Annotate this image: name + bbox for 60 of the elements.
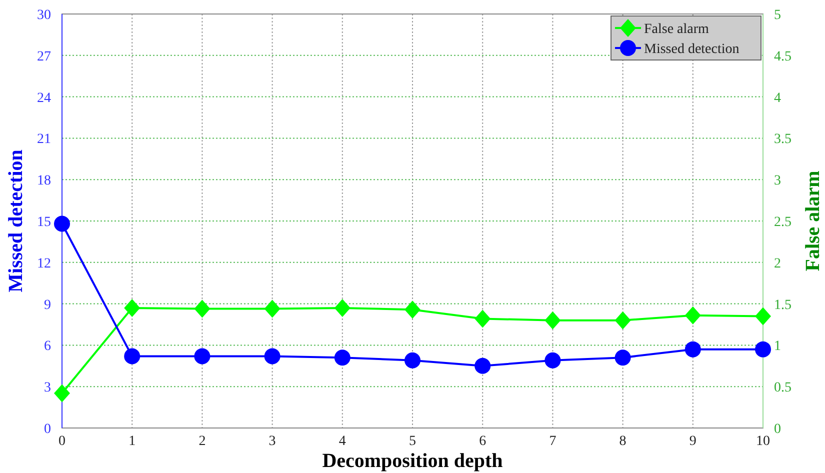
point [544,311,561,330]
y-tick-label: 27 [37,49,51,64]
point [544,352,561,368]
point [54,216,70,232]
point [614,311,631,330]
point [684,306,701,324]
point [755,341,771,358]
point [474,310,491,328]
y2-tick-label: 4 [774,90,781,106]
x-tick-label: 3 [268,434,276,449]
point [404,352,420,368]
point [264,300,280,318]
y-tick-label: 6 [44,339,51,354]
y-tick-label: 24 [37,90,51,106]
y2-tick-label: 2 [774,256,781,272]
point [194,348,210,364]
x-tick-label: 9 [689,434,696,449]
y2-axis-title: False alarm [802,170,824,272]
y-axis-title: Missed detection [5,150,27,292]
point [54,384,70,402]
y2-tick-label: 3 [774,174,781,189]
y2-tick-label: 0 [774,422,781,437]
x-tick-label: 6 [479,434,486,449]
x-axis-title: Decomposition depth [322,450,503,472]
legend-label: Missed detection [644,42,740,57]
y2-tick-label: 2.5 [774,215,792,230]
x-tick-label: 8 [619,434,626,449]
y-tick-label: 15 [37,215,51,230]
x-tick-label: 10 [756,434,770,449]
x-tick-label: 0 [58,434,66,449]
legend-label: False alarm [644,22,710,37]
y-tick-label: 18 [37,174,51,189]
x-tick-label: 4 [338,434,346,449]
point [755,307,771,326]
point [334,350,350,366]
point [474,358,491,374]
x-tick-label: 5 [409,434,416,449]
y-tick-label: 0 [44,422,51,437]
x-tick-label: 1 [128,434,136,449]
y2-tick-label: 1.5 [774,298,792,313]
y-tick-label: 9 [44,298,51,313]
y2-tick-label: 1 [774,339,781,354]
point [124,348,140,364]
x-tick-label: 7 [549,434,556,449]
x-tick-label: 2 [198,434,206,449]
y-tick-label: 12 [37,256,51,272]
y2-tick-label: 0.5 [774,380,792,396]
y2-tick-label: 5 [774,8,781,23]
y-tick-label: 3 [44,380,51,396]
y-tick-label: 30 [37,8,51,23]
point [194,300,210,318]
point [684,341,701,358]
y2-tick-label: 4.5 [774,49,792,64]
y-tick-label: 21 [37,132,51,148]
point [404,300,420,319]
point [334,298,350,317]
point [614,350,631,366]
point [124,298,140,317]
point [264,348,280,364]
y2-tick-label: 3.5 [774,132,792,148]
